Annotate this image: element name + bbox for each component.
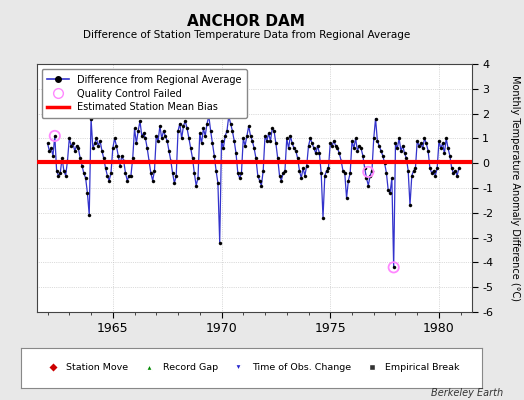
Legend: Difference from Regional Average, Quality Control Failed, Estimated Station Mean: Difference from Regional Average, Qualit… <box>41 69 247 118</box>
Text: Difference of Station Temperature Data from Regional Average: Difference of Station Temperature Data f… <box>83 30 410 40</box>
Point <box>51 133 59 139</box>
Point <box>364 169 373 175</box>
Text: Berkeley Earth: Berkeley Earth <box>431 388 503 398</box>
Y-axis label: Monthly Temperature Anomaly Difference (°C): Monthly Temperature Anomaly Difference (… <box>510 75 520 301</box>
Point <box>389 264 398 270</box>
Text: ANCHOR DAM: ANCHOR DAM <box>188 14 305 29</box>
Legend: Station Move, Record Gap, Time of Obs. Change, Empirical Break: Station Move, Record Gap, Time of Obs. C… <box>40 360 463 376</box>
